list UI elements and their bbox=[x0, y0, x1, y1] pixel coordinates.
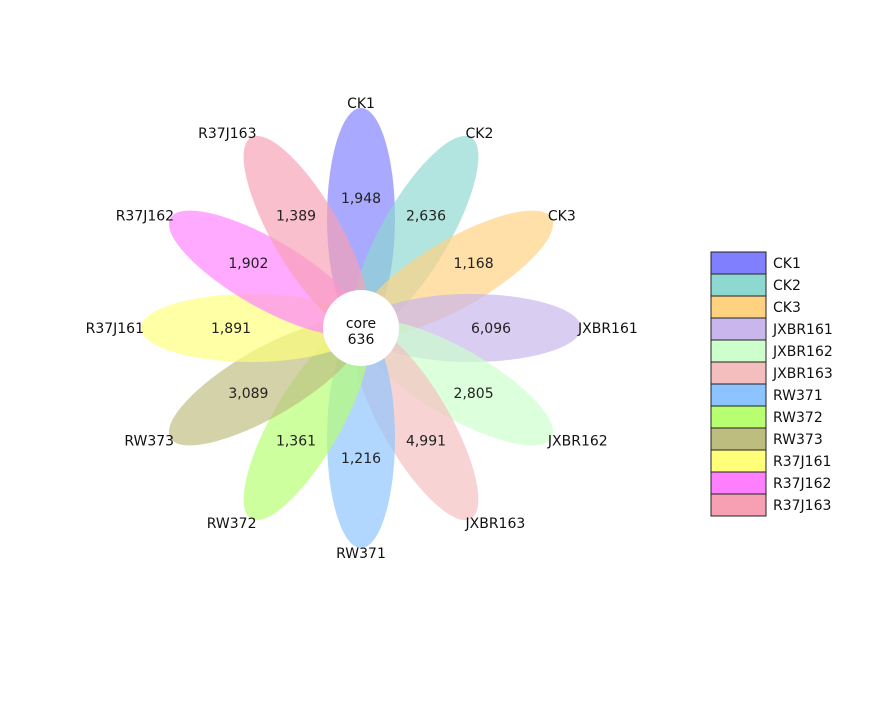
petal-name-r37j161: R37J161 bbox=[86, 321, 144, 337]
petal-name-rw373: RW373 bbox=[124, 434, 174, 450]
legend-label-r37j163: R37J163 bbox=[773, 498, 831, 514]
petal-value-rw371: 1,216 bbox=[341, 451, 381, 467]
petal-name-jxbr163: JXBR163 bbox=[465, 516, 526, 532]
legend-swatch-jxbr161 bbox=[710, 317, 767, 341]
legend-label-ck2: CK2 bbox=[773, 278, 801, 294]
legend-label-r37j161: R37J161 bbox=[773, 454, 831, 470]
legend-swatch-rw371 bbox=[710, 383, 767, 407]
petal-jxbr162 bbox=[359, 320, 554, 446]
legend-label-rw371: RW371 bbox=[773, 388, 823, 404]
petal-value-ck1: 1,948 bbox=[341, 191, 381, 207]
petal-name-ck2: CK2 bbox=[466, 126, 494, 142]
legend-label-rw372: RW372 bbox=[773, 410, 823, 426]
petal-name-jxbr161: JXBR161 bbox=[577, 321, 638, 337]
legend-label-jxbr163: JXBR163 bbox=[772, 366, 833, 382]
legend-label-jxbr161: JXBR161 bbox=[772, 322, 833, 338]
legend-swatch-ck1 bbox=[710, 251, 767, 275]
core-label: core bbox=[346, 316, 376, 332]
legend-label-rw373: RW373 bbox=[773, 432, 823, 448]
legend-swatch-r37j161 bbox=[710, 449, 767, 473]
legend-label-ck1: CK1 bbox=[773, 256, 801, 272]
petal-ck2 bbox=[353, 135, 479, 330]
petal-value-jxbr163: 4,991 bbox=[406, 434, 446, 450]
petal-name-ck1: CK1 bbox=[347, 96, 375, 112]
petal-name-ck3: CK3 bbox=[548, 209, 576, 225]
legend-swatch-jxbr162 bbox=[710, 339, 767, 363]
petal-value-ck3: 1,168 bbox=[454, 256, 494, 272]
petal-value-ck2: 2,636 bbox=[406, 208, 446, 224]
core-value: 636 bbox=[348, 332, 375, 348]
petal-name-jxbr162: JXBR162 bbox=[547, 434, 608, 450]
petal-value-rw373: 3,089 bbox=[228, 386, 268, 402]
petal-value-jxbr161: 6,096 bbox=[471, 321, 511, 337]
petal-name-rw371: RW371 bbox=[336, 546, 386, 562]
legend-swatch-rw373 bbox=[710, 427, 767, 451]
petal-r37j162 bbox=[168, 210, 363, 336]
legend-swatch-ck3 bbox=[710, 295, 767, 319]
petal-r37j163 bbox=[243, 135, 369, 330]
legend-swatch-ck2 bbox=[710, 273, 767, 297]
legend-label-ck3: CK3 bbox=[773, 300, 801, 316]
petal-value-r37j161: 1,891 bbox=[211, 321, 251, 337]
petal-values-group: 1,948 2,636 1,168 6,096 2,805 4,991 1,216 1,361… bbox=[211, 191, 511, 467]
petal-name-r37j163: R37J163 bbox=[198, 126, 256, 142]
petal-names-group: CK1 CK2 CK3 JXBR161 JXBR162 JXBR163 RW371 RW372… bbox=[86, 96, 638, 562]
petal-value-jxbr162: 2,805 bbox=[454, 386, 494, 402]
legend-swatch-r37j163 bbox=[710, 493, 767, 517]
petal-value-r37j163: 1,389 bbox=[276, 208, 316, 224]
legend-label-jxbr162: JXBR162 bbox=[772, 344, 833, 360]
legend-swatch-rw372 bbox=[710, 405, 767, 429]
petals-group bbox=[141, 108, 581, 548]
petal-value-r37j162: 1,902 bbox=[228, 256, 268, 272]
legend-swatch-r37j162 bbox=[710, 471, 767, 495]
legend: CK1 CK2 CK3 JXBR161 JXBR162 JXBR163 RW371 RW372… bbox=[710, 251, 833, 517]
petal-name-rw372: RW372 bbox=[207, 516, 257, 532]
petal-value-rw372: 1,361 bbox=[276, 434, 316, 450]
petal-name-r37j162: R37J162 bbox=[116, 209, 174, 225]
petal-rw372 bbox=[243, 326, 369, 521]
legend-label-r37j162: R37J162 bbox=[773, 476, 831, 492]
core-circle bbox=[323, 290, 399, 366]
legend-swatch-jxbr163 bbox=[710, 361, 767, 385]
